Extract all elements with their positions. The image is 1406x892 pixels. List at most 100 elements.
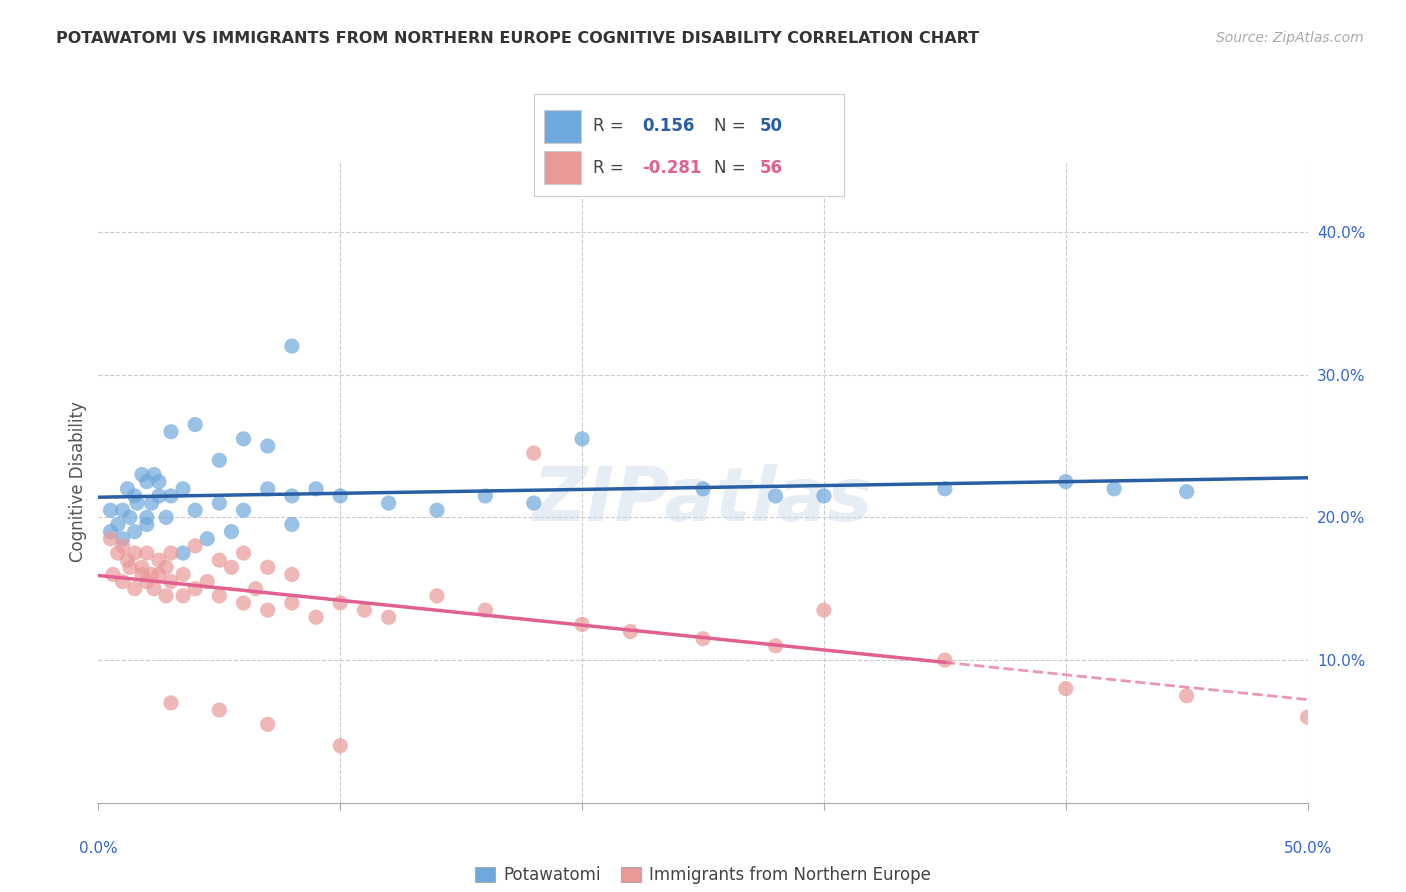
Text: POTAWATOMI VS IMMIGRANTS FROM NORTHERN EUROPE COGNITIVE DISABILITY CORRELATION C: POTAWATOMI VS IMMIGRANTS FROM NORTHERN E… — [56, 31, 980, 46]
Point — [195, 532, 218, 546]
Point — [100, 524, 122, 539]
Point — [143, 582, 166, 596]
Point — [111, 539, 134, 553]
Point — [160, 425, 183, 439]
Point — [172, 589, 194, 603]
Point — [813, 489, 835, 503]
Point — [245, 582, 267, 596]
Point — [184, 582, 207, 596]
Point — [353, 603, 375, 617]
Point — [118, 510, 141, 524]
Point — [208, 553, 231, 567]
Point — [765, 489, 787, 503]
Point — [117, 482, 139, 496]
Text: 50: 50 — [761, 118, 783, 136]
Point — [160, 489, 183, 503]
Point — [426, 589, 449, 603]
Text: -0.281: -0.281 — [643, 159, 702, 177]
Point — [131, 467, 153, 482]
Point — [155, 589, 177, 603]
Text: 0.0%: 0.0% — [79, 841, 118, 856]
Text: R =: R = — [593, 118, 628, 136]
Point — [172, 482, 194, 496]
Point — [1102, 482, 1125, 496]
Point — [329, 489, 352, 503]
Point — [155, 510, 177, 524]
Point — [305, 482, 328, 496]
Point — [143, 467, 166, 482]
Point — [281, 567, 304, 582]
Point — [256, 439, 278, 453]
Point — [208, 589, 231, 603]
Point — [111, 532, 134, 546]
Point — [208, 703, 231, 717]
Point — [692, 632, 714, 646]
Point — [692, 482, 714, 496]
Point — [377, 610, 399, 624]
Point — [131, 567, 153, 582]
Point — [172, 546, 194, 560]
Point — [107, 546, 129, 560]
Point — [184, 539, 207, 553]
Point — [232, 432, 254, 446]
Point — [221, 524, 243, 539]
Point — [1054, 681, 1077, 696]
Point — [232, 546, 254, 560]
Point — [107, 517, 129, 532]
Point — [474, 489, 496, 503]
Point — [619, 624, 641, 639]
Point — [124, 582, 146, 596]
Point — [124, 546, 146, 560]
Point — [184, 417, 207, 432]
Point — [281, 489, 304, 503]
Point — [329, 739, 352, 753]
Point — [118, 560, 141, 574]
Text: ZIPatlas: ZIPatlas — [533, 465, 873, 538]
Point — [124, 524, 146, 539]
Point — [474, 603, 496, 617]
Point — [1175, 689, 1198, 703]
Point — [256, 482, 278, 496]
Point — [135, 475, 157, 489]
Point — [934, 653, 956, 667]
Point — [160, 696, 183, 710]
Point — [1296, 710, 1319, 724]
Point — [523, 446, 546, 460]
Point — [184, 503, 207, 517]
Point — [127, 496, 149, 510]
Point — [256, 717, 278, 731]
Text: 56: 56 — [761, 159, 783, 177]
Point — [281, 339, 304, 353]
Point — [172, 567, 194, 582]
Text: N =: N = — [714, 159, 751, 177]
Point — [131, 560, 153, 574]
FancyBboxPatch shape — [544, 110, 581, 143]
Point — [221, 560, 243, 574]
Point — [135, 517, 157, 532]
Point — [148, 553, 170, 567]
Point — [281, 596, 304, 610]
Point — [135, 574, 157, 589]
Point — [765, 639, 787, 653]
Point — [195, 574, 218, 589]
Point — [813, 603, 835, 617]
Point — [1054, 475, 1077, 489]
Point — [135, 510, 157, 524]
Text: N =: N = — [714, 118, 751, 136]
Point — [141, 496, 163, 510]
Text: 0.156: 0.156 — [643, 118, 695, 136]
Point — [377, 496, 399, 510]
Point — [101, 567, 124, 582]
Point — [141, 567, 163, 582]
Point — [100, 532, 122, 546]
Point — [148, 475, 170, 489]
Point — [329, 596, 352, 610]
Point — [117, 553, 139, 567]
Point — [155, 560, 177, 574]
Point — [208, 453, 231, 467]
Point — [232, 596, 254, 610]
Point — [100, 503, 122, 517]
Point — [571, 432, 593, 446]
Point — [148, 567, 170, 582]
Point — [934, 482, 956, 496]
